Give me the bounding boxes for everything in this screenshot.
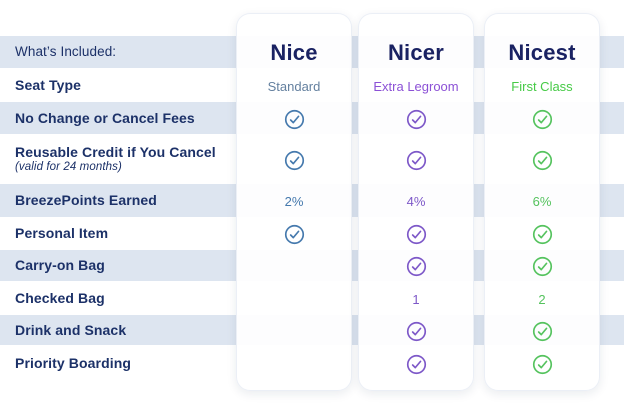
row-label-reusable-credit: Reusable Credit if You Cancel (valid for… [0, 134, 236, 184]
row-label-priority-boarding: Priority Boarding [15, 354, 132, 371]
check-icon [532, 150, 552, 170]
check-icon [406, 150, 426, 170]
plan-cell [485, 251, 599, 282]
plan-cell [237, 135, 351, 185]
plan-cell: 2 [538, 291, 546, 307]
plan-cell [485, 218, 599, 251]
row-label-seat-type: Seat Type [15, 76, 81, 93]
plan-cell [359, 135, 473, 185]
check-icon [532, 256, 552, 277]
plan-title-nicer: Nicer [387, 40, 445, 65]
plan-cell [359, 316, 473, 346]
check-icon [406, 321, 426, 341]
plan-cell [485, 346, 599, 382]
check-icon [532, 321, 552, 341]
plan-cell [485, 135, 599, 185]
plan-card-nicest: Nicest First Class 6% 2 [484, 13, 600, 391]
plan-cell: 1 [412, 291, 420, 307]
plan-cell [237, 103, 351, 135]
plan-cell [237, 316, 351, 346]
plan-card-nicer: Nicer Extra Legroom 4% 1 [358, 13, 474, 391]
check-icon [406, 109, 426, 129]
plan-cell [359, 103, 473, 135]
plan-seat-nicest: First Class [511, 78, 573, 94]
reusable-credit-note: (valid for 24 months) [15, 160, 122, 173]
row-label-personal-item: Personal Item [15, 225, 109, 242]
row-label-checked-bag: Checked Bag [15, 289, 105, 306]
row-label-carry-on-bag: Carry-on Bag [15, 257, 105, 274]
plan-card-nice: Nice Standard 2% [236, 13, 352, 391]
plan-cell: 6% [532, 194, 552, 209]
plan-cell [237, 282, 351, 316]
plan-cell [237, 251, 351, 282]
plan-title-nicest: Nicest [508, 40, 576, 65]
plan-cell [359, 346, 473, 382]
row-label-drink-snack: Drink and Snack [15, 321, 127, 338]
plan-seat-nicer: Extra Legroom [373, 78, 459, 94]
check-icon [532, 224, 552, 245]
plan-cell [359, 218, 473, 251]
check-icon [284, 109, 304, 129]
check-icon [532, 109, 552, 129]
check-icon [406, 354, 426, 374]
plan-title-nice: Nice [270, 40, 318, 65]
check-icon [532, 354, 552, 374]
plan-cell [237, 218, 351, 251]
plan-cell: 4% [406, 194, 426, 209]
plan-cell: 2% [284, 194, 304, 209]
plan-seat-nice: Standard [267, 78, 321, 94]
check-icon [406, 256, 426, 277]
check-icon [284, 150, 304, 170]
row-label-breezepoints: BreezePoints Earned [15, 192, 157, 209]
whats-included-label: What’s Included: [15, 44, 117, 60]
row-label-no-change-fees: No Change or Cancel Fees [15, 109, 195, 126]
check-icon [406, 224, 426, 245]
plan-cell [237, 346, 351, 382]
plan-cell [485, 316, 599, 346]
check-icon [284, 224, 304, 245]
plan-cell [485, 103, 599, 135]
row-label-reusable-credit-text: Reusable Credit if You Cancel [15, 143, 216, 160]
plan-cell [359, 251, 473, 282]
